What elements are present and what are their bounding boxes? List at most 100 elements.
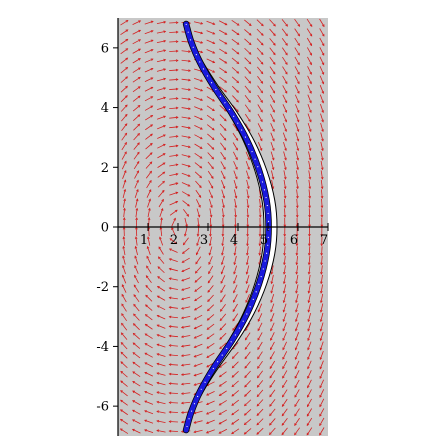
field-arrow-head (283, 176, 287, 180)
field-arrow-head (187, 174, 191, 177)
field-arrow (295, 293, 299, 303)
field-arrow (181, 144, 191, 148)
field-arrow (181, 107, 191, 110)
field-arrow-head (121, 322, 124, 326)
field-arrow-head (295, 309, 298, 313)
field-arrow (244, 332, 251, 341)
field-arrow-head (308, 234, 311, 237)
field-arrow (320, 274, 323, 284)
field-arrow (282, 132, 287, 142)
field-arrow-head (270, 281, 274, 285)
field-arrow (121, 303, 127, 312)
field-arrow-head (175, 97, 179, 100)
field-arrow-head (188, 50, 192, 53)
field-arrow (169, 79, 178, 81)
field-arrow (120, 428, 129, 434)
field-arrow (256, 28, 264, 36)
field-arrow-head (187, 155, 191, 158)
field-arrow (181, 182, 191, 187)
field-arrow-head (319, 394, 322, 398)
field-arrow-head (161, 198, 164, 202)
field-arrow-head (175, 125, 179, 129)
field-arrow-head (284, 71, 288, 75)
field-arrow (195, 189, 202, 198)
field-arrow-head (246, 243, 249, 247)
field-arrow (219, 123, 227, 131)
field-arrow (160, 227, 163, 237)
field-arrow (257, 370, 263, 378)
field-arrow-head (144, 419, 147, 423)
field-arrow-head (223, 137, 227, 141)
field-arrow (132, 400, 141, 406)
field-arrow-head (168, 420, 172, 423)
field-arrow-head (211, 127, 215, 131)
field-arrow-head (284, 119, 288, 123)
field-arrow (122, 189, 126, 199)
field-arrow-head (247, 176, 250, 180)
field-arrow (147, 208, 151, 218)
field-arrow-head (319, 347, 323, 351)
field-arrow (158, 256, 165, 264)
field-arrow-head (119, 418, 123, 422)
field-arrow (308, 293, 311, 303)
field-arrow-head (294, 394, 297, 398)
field-arrow (319, 417, 325, 426)
field-arrow (270, 104, 275, 113)
field-arrow (221, 180, 225, 189)
field-arrow-head (272, 62, 276, 65)
field-arrow-head (307, 328, 310, 332)
field-arrow (294, 417, 300, 426)
field-arrow-head (162, 171, 166, 175)
field-arrow (132, 20, 141, 26)
field-arrow (132, 419, 141, 425)
field-arrow-head (150, 86, 154, 90)
field-arrow-head (294, 423, 297, 426)
field-arrow-head (247, 119, 251, 123)
field-arrow-head (282, 281, 286, 285)
field-arrow-head (281, 413, 285, 417)
field-arrow-head (210, 205, 213, 209)
field-arrow-head (246, 234, 249, 237)
field-arrow-head (181, 288, 184, 291)
field-arrow (206, 105, 215, 111)
field-arrow-head (320, 290, 323, 294)
field-arrow-head (296, 100, 300, 104)
field-arrow-head (246, 195, 250, 199)
field-arrow-head (268, 432, 272, 436)
field-arrow-head (175, 106, 179, 110)
field-arrow (320, 170, 323, 180)
field-arrow (296, 255, 299, 265)
field-arrow-head (180, 401, 184, 405)
field-arrow (182, 247, 190, 254)
field-arrow-head (174, 209, 178, 213)
field-arrow (320, 312, 324, 322)
field-arrow-head (200, 88, 204, 92)
field-arrow (132, 105, 141, 112)
field-arrow-head (319, 376, 323, 379)
field-arrow (196, 199, 201, 208)
field-arrow (218, 20, 228, 26)
field-arrow (231, 76, 239, 84)
field-arrow (294, 37, 300, 46)
field-arrow (194, 305, 203, 311)
field-arrow-head (236, 51, 240, 55)
field-arrow (232, 313, 239, 322)
field-arrow-head (319, 338, 323, 342)
field-arrow (169, 88, 178, 90)
field-arrow-head (144, 343, 148, 346)
field-arrow-head (308, 195, 312, 199)
field-arrow-head (149, 152, 153, 155)
field-arrow (294, 351, 300, 360)
field-arrow (169, 316, 178, 319)
field-arrow-head (306, 432, 310, 436)
field-arrow (194, 362, 203, 367)
field-arrow (283, 170, 287, 180)
field-arrow-head (308, 138, 312, 142)
field-arrow (283, 303, 287, 313)
field-arrow (122, 265, 126, 275)
field-arrow (120, 361, 128, 369)
field-arrow-head (163, 39, 167, 43)
field-arrow-head (193, 345, 197, 348)
field-arrow (181, 163, 191, 167)
field-arrow-head (269, 385, 273, 388)
